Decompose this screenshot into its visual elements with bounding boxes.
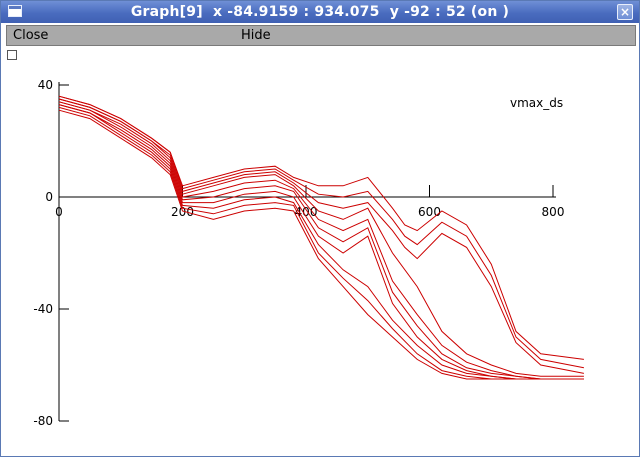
x-tick-label: 800 (542, 205, 565, 219)
series-line-1 (58, 109, 584, 380)
title-bar[interactable]: Graph[9] x -84.9159 : 934.075 y -92 : 52… (1, 1, 639, 23)
window-close-button[interactable]: × (617, 4, 633, 20)
x-tick-label: 400 (295, 205, 318, 219)
y-tick-label: -80 (33, 414, 53, 428)
series-line-8 (58, 98, 584, 374)
graph-checkbox[interactable] (7, 50, 17, 60)
series-line-3 (58, 104, 584, 380)
series-line-5 (58, 101, 584, 380)
series-line-10 (58, 95, 584, 360)
x-tick-label: 600 (418, 205, 441, 219)
series-line-6 (58, 101, 584, 380)
legend-label: vmax_ds (510, 96, 563, 110)
series-line-7 (58, 98, 584, 377)
x-tick-label: 0 (55, 205, 63, 219)
x-tick-label: 200 (171, 205, 194, 219)
series-line-2 (58, 106, 584, 380)
curves (58, 95, 584, 380)
menu-bar: Close Hide (6, 25, 636, 46)
series-line-9 (58, 95, 584, 369)
y-tick-label: 0 (45, 190, 53, 204)
series-line-4 (58, 104, 584, 380)
menu-hide[interactable]: Hide (241, 28, 271, 43)
y-tick-label: 40 (38, 78, 53, 92)
y-tick-label: -40 (33, 302, 53, 316)
window-menu-icon[interactable] (8, 5, 22, 17)
menu-close[interactable]: Close (13, 28, 49, 43)
window-title: Graph[9] x -84.9159 : 934.075 y -92 : 52… (130, 4, 510, 20)
